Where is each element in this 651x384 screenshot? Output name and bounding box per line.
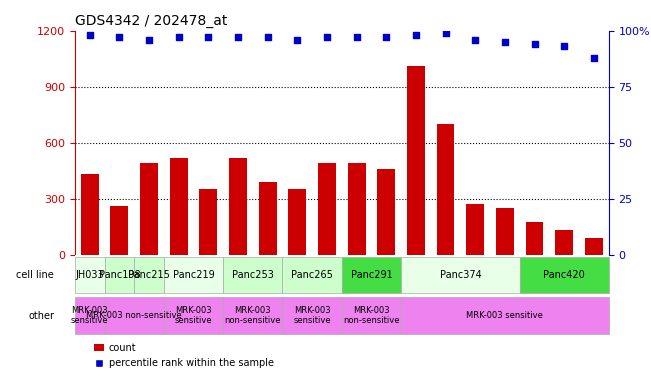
- Bar: [111, 206, 128, 255]
- Text: MRK-003
non-sensitive: MRK-003 non-sensitive: [225, 306, 281, 325]
- Bar: [401, 297, 609, 334]
- Text: cell line: cell line: [16, 270, 54, 280]
- Bar: [223, 257, 283, 293]
- Text: Panc265: Panc265: [291, 270, 333, 280]
- Text: MRK-003
sensitive: MRK-003 sensitive: [174, 306, 212, 325]
- Text: MRK-003
non-sensitive: MRK-003 non-sensitive: [343, 306, 400, 325]
- Bar: [140, 163, 158, 255]
- Point: [500, 39, 510, 45]
- Bar: [525, 222, 544, 255]
- Bar: [134, 257, 164, 293]
- Bar: [199, 189, 217, 255]
- Bar: [407, 66, 425, 255]
- Text: other: other: [28, 311, 54, 321]
- Text: MRK-003 sensitive: MRK-003 sensitive: [467, 311, 544, 320]
- Bar: [223, 297, 283, 334]
- Point: [529, 41, 540, 47]
- Point: [411, 32, 421, 38]
- Bar: [496, 208, 514, 255]
- Bar: [318, 163, 336, 255]
- Bar: [81, 174, 98, 255]
- Bar: [105, 297, 164, 334]
- Bar: [401, 257, 519, 293]
- Bar: [283, 257, 342, 293]
- Point: [322, 34, 332, 40]
- Legend: count, percentile rank within the sample: count, percentile rank within the sample: [90, 339, 278, 372]
- Point: [144, 36, 154, 43]
- Text: MRK-003
sensitive: MRK-003 sensitive: [294, 306, 331, 325]
- Bar: [75, 297, 105, 334]
- Point: [262, 34, 273, 40]
- Text: MRK-003 non-sensitive: MRK-003 non-sensitive: [87, 311, 182, 320]
- Text: Panc215: Panc215: [128, 270, 170, 280]
- Point: [440, 30, 450, 36]
- Text: Panc219: Panc219: [173, 270, 214, 280]
- Point: [233, 34, 243, 40]
- Bar: [164, 297, 223, 334]
- Bar: [75, 257, 105, 293]
- Point: [85, 32, 95, 38]
- Bar: [466, 204, 484, 255]
- Text: GDS4342 / 202478_at: GDS4342 / 202478_at: [75, 14, 227, 28]
- Text: Panc420: Panc420: [544, 270, 585, 280]
- Point: [203, 34, 214, 40]
- Text: Panc374: Panc374: [439, 270, 481, 280]
- Bar: [170, 157, 187, 255]
- Bar: [555, 230, 573, 255]
- Point: [292, 36, 303, 43]
- Bar: [288, 189, 306, 255]
- Text: Panc253: Panc253: [232, 270, 273, 280]
- Point: [173, 34, 184, 40]
- Bar: [164, 257, 223, 293]
- Point: [470, 36, 480, 43]
- Text: MRK-003
sensitive: MRK-003 sensitive: [71, 306, 109, 325]
- Bar: [342, 297, 401, 334]
- Point: [352, 34, 362, 40]
- Point: [559, 43, 570, 50]
- Bar: [348, 163, 365, 255]
- Bar: [519, 257, 609, 293]
- Bar: [105, 257, 134, 293]
- Point: [381, 34, 391, 40]
- Point: [589, 55, 599, 61]
- Text: Panc198: Panc198: [98, 270, 140, 280]
- Bar: [229, 157, 247, 255]
- Bar: [585, 238, 603, 255]
- Text: Panc291: Panc291: [350, 270, 393, 280]
- Bar: [258, 182, 277, 255]
- Bar: [378, 169, 395, 255]
- Point: [114, 34, 124, 40]
- Bar: [283, 297, 342, 334]
- Text: JH033: JH033: [76, 270, 104, 280]
- Bar: [437, 124, 454, 255]
- Bar: [342, 257, 401, 293]
